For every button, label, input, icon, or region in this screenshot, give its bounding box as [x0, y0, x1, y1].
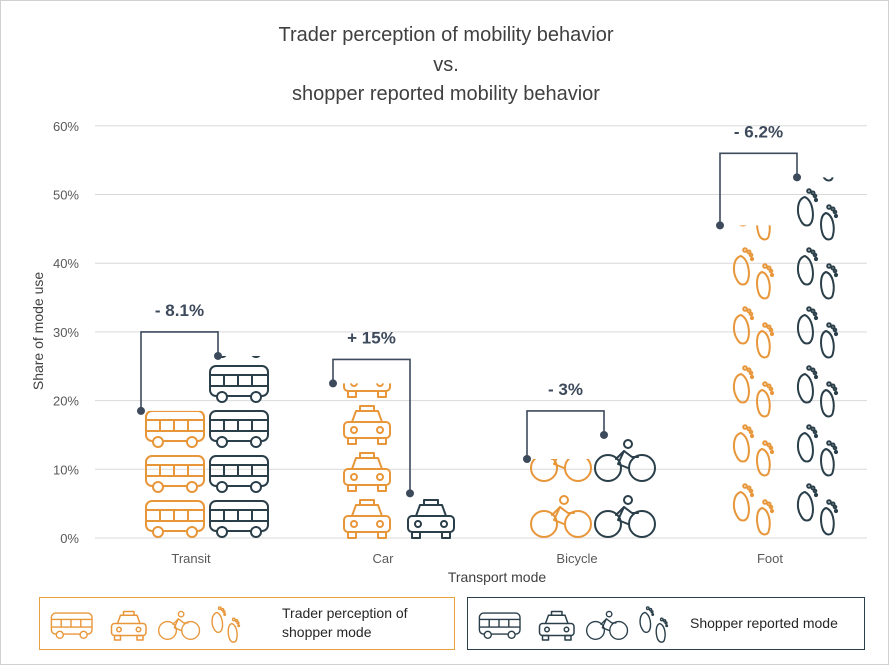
difference-label: - 8.1% [155, 301, 204, 320]
bicycle-icon [530, 495, 592, 538]
foot-icon [211, 606, 241, 643]
legend-shopper-icons [478, 606, 669, 643]
bars [145, 177, 839, 539]
difference-bracket [523, 410, 608, 463]
y-tick-label: 0% [60, 531, 79, 546]
x-axis-label: Transport mode [448, 569, 547, 585]
foot-icon [732, 365, 775, 418]
bus-icon [209, 365, 269, 403]
bus-icon [209, 455, 269, 493]
bar-transit-trader [145, 410, 205, 538]
bar-car-shopper [407, 499, 455, 539]
legend-trader-label: Trader perception of shopper mode [282, 605, 408, 640]
bus-icon [209, 500, 269, 538]
y-axis-label: Share of mode use [30, 272, 46, 391]
foot-icon [796, 483, 839, 536]
y-tick-label: 10% [53, 462, 79, 477]
foot-icon [732, 225, 775, 241]
y-axis-ticks: 0% 10% 20% 30% 40% 50% 60% [53, 119, 79, 546]
difference-label: - 6.2% [734, 122, 783, 141]
x-tick-label: Foot [757, 551, 783, 566]
bus-icon [145, 455, 205, 493]
difference-bracket [329, 358, 414, 498]
legend-shopper-label: Shopper reported mode [690, 615, 838, 631]
foot-icon [796, 188, 839, 241]
foot-icon [732, 247, 775, 300]
chart-title-line: shopper reported mobility behavior [292, 83, 600, 105]
bicycle-icon [585, 610, 629, 640]
car-icon [343, 383, 391, 398]
y-tick-label: 50% [53, 188, 79, 203]
legend-trader-icons [50, 606, 241, 643]
x-tick-label: Transit [171, 551, 211, 566]
difference-label: - 3% [548, 380, 583, 399]
foot-icon [796, 247, 839, 300]
y-tick-label: 60% [53, 119, 79, 134]
difference-label: + 15% [347, 328, 396, 347]
car-icon [110, 610, 147, 641]
foot-icon [796, 365, 839, 418]
foot-icon [732, 483, 775, 536]
x-tick-label: Bicycle [556, 551, 597, 566]
chart: Trader perception of mobility behavior vs… [30, 24, 867, 585]
y-tick-label: 20% [53, 394, 79, 409]
car-icon [538, 610, 575, 641]
car-icon [343, 452, 391, 492]
difference-annotations: - 8.1% + 15% - 3% - 6.2% [137, 122, 801, 498]
legend-shopper: Shopper reported mode [467, 597, 865, 650]
y-tick-label: 40% [53, 256, 79, 271]
bus-icon [50, 612, 93, 639]
x-axis-ticks: Transit Car Bicycle Foot [171, 551, 783, 566]
chart-title-line: Trader perception of mobility behavior [279, 24, 614, 46]
bus-icon [209, 410, 269, 448]
bar-car-trader [343, 383, 391, 539]
difference-bracket [716, 152, 801, 230]
legend-trader: Trader perception of shopper mode [39, 597, 455, 650]
foot-icon [639, 606, 669, 643]
car-icon [407, 499, 455, 539]
bar-foot-trader [732, 225, 775, 536]
chart-title: Trader perception of mobility behavior vs… [279, 24, 614, 105]
bus-icon [145, 410, 205, 448]
bus-icon [145, 500, 205, 538]
bar-bicycle-trader [530, 458, 592, 538]
car-icon [343, 405, 391, 445]
x-tick-label: Car [373, 551, 395, 566]
car-icon [343, 499, 391, 539]
bicycle-icon [157, 610, 201, 640]
difference-bracket [137, 331, 222, 415]
bus-icon [478, 612, 521, 639]
foot-icon [796, 177, 839, 182]
foot-icon [796, 424, 839, 477]
foot-icon [732, 424, 775, 477]
bicycle-icon [530, 458, 592, 482]
bar-bicycle-shopper [594, 439, 656, 538]
chart-title-line: vs. [433, 54, 459, 76]
bicycle-icon [594, 439, 656, 482]
bicycle-icon [594, 495, 656, 538]
y-tick-label: 30% [53, 325, 79, 340]
